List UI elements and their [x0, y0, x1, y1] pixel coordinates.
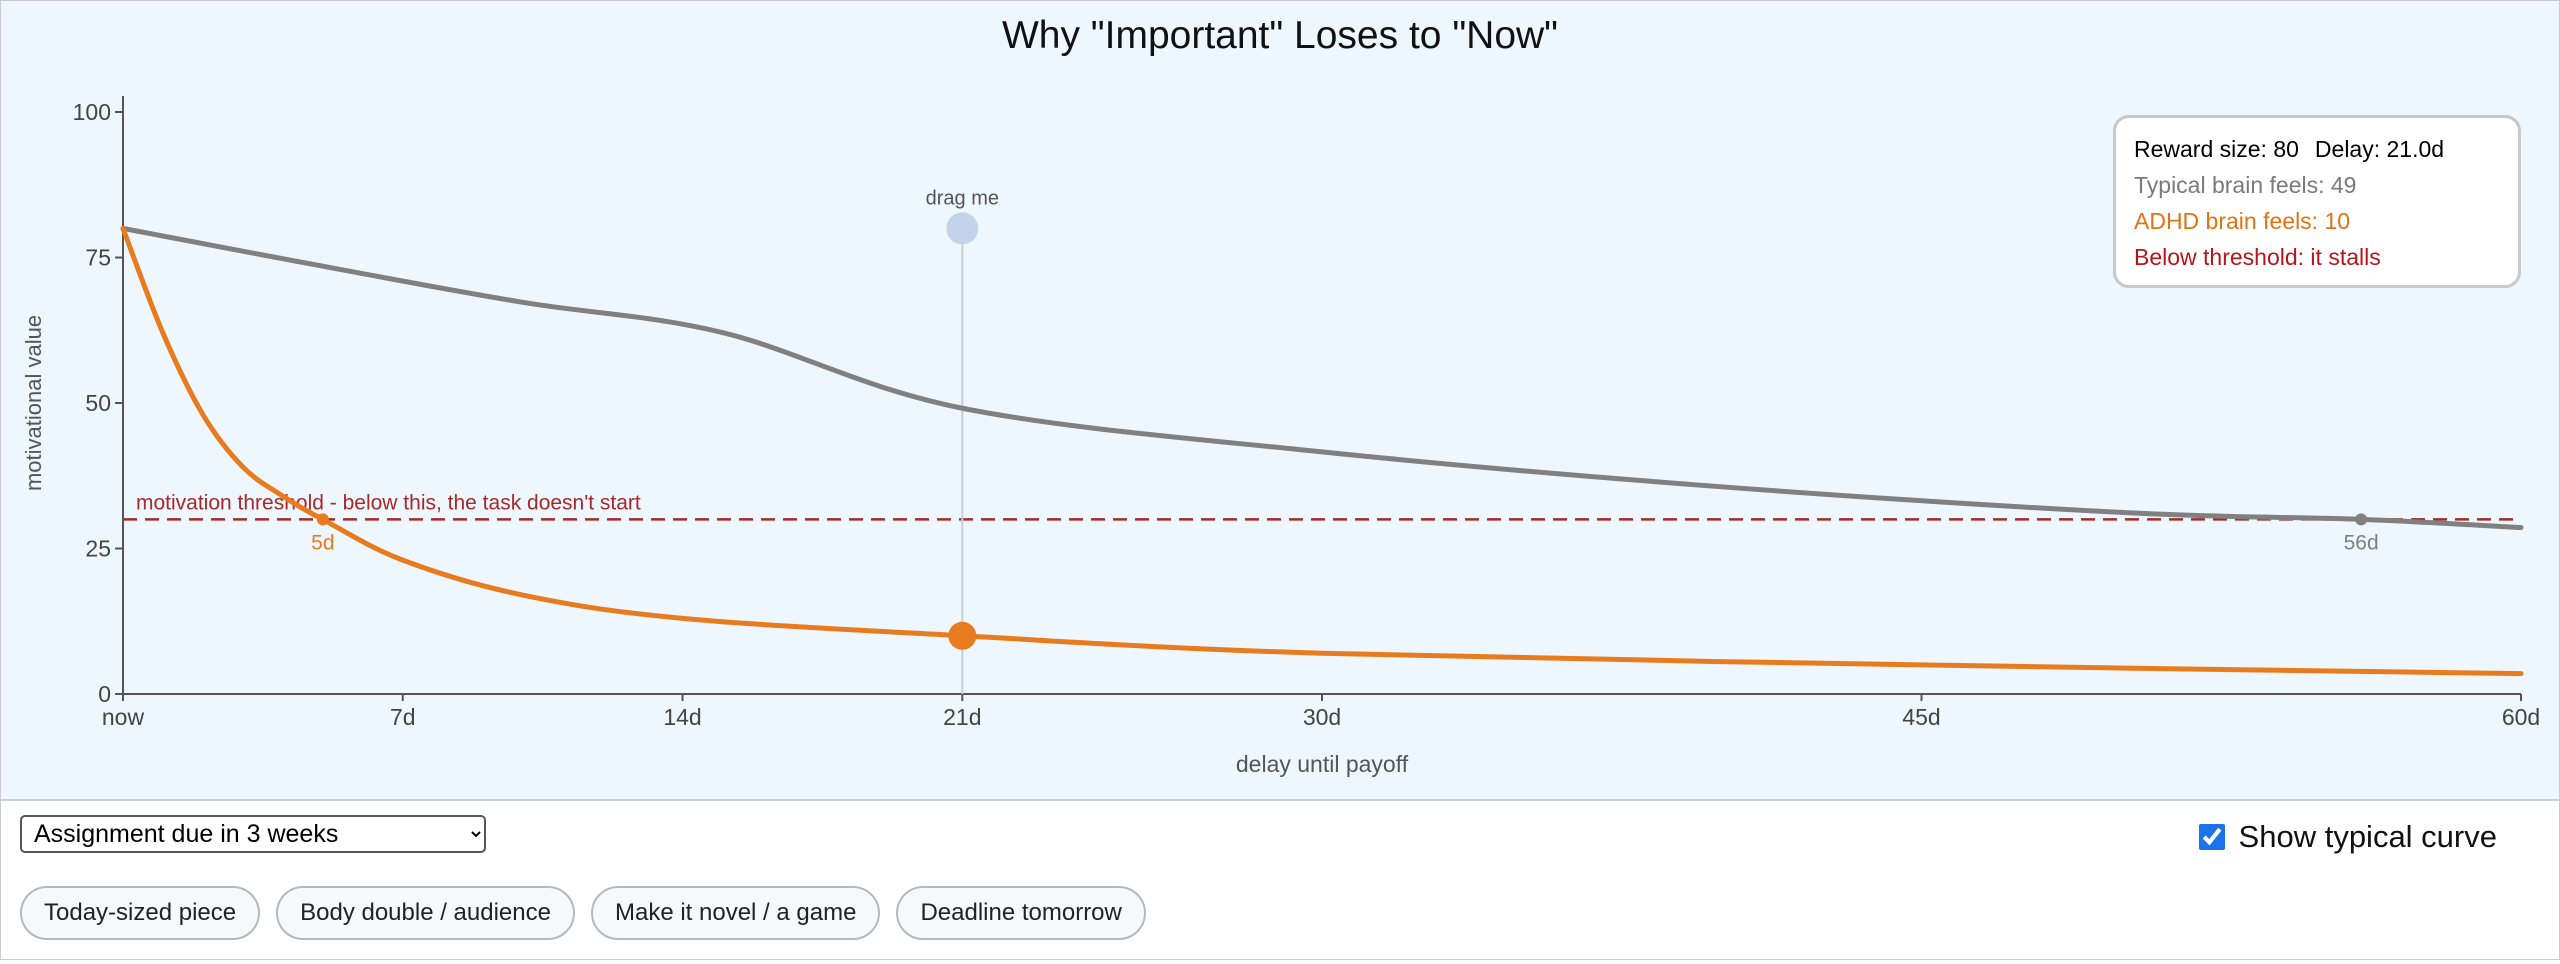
adhd-value-marker [948, 621, 977, 650]
readout-reward-delay: Reward size: 80 Delay: 21.0d [2134, 131, 2500, 167]
make-it-novel-button[interactable]: Make it novel / a game [590, 886, 881, 940]
reward-size-readout: Reward size: 80 [2134, 136, 2299, 162]
adhd-crossing-label: 5d [311, 531, 334, 554]
scenario-select[interactable]: Assignment due in 3 weeks [20, 815, 486, 853]
delay-readout: Delay: 21.0d [2314, 136, 2445, 162]
body-double-button[interactable]: Body double / audience [276, 886, 575, 940]
show-typical-checkbox[interactable] [2198, 824, 2225, 850]
typical-curve [120, 225, 2524, 531]
adhd-curve [120, 225, 2524, 677]
discount-chart[interactable]: Why "Important" Loses to "Now" 0 25 50 75 100… [1, 1, 2559, 799]
readout-panel: Reward size: 80 Delay: 21.0d Typical brai… [2113, 115, 2521, 288]
x-tick-label: 30d [1303, 704, 1341, 730]
threshold-status: Below threshold: it stalls [2134, 244, 2381, 270]
y-tick-label: 0 [98, 681, 111, 707]
x-tick-label: 21d [943, 704, 981, 730]
show-typical-label: Show typical curve [2238, 819, 2497, 854]
today-sized-piece-button[interactable]: Today-sized piece [20, 886, 261, 940]
deadline-tomorrow-button[interactable]: Deadline tomorrow [896, 886, 1146, 940]
x-tick-label: 45d [1902, 704, 1940, 730]
y-tick-label: 75 [85, 245, 111, 271]
x-tick-label: 7d [390, 704, 416, 730]
y-axis-label: motivational value [21, 315, 46, 491]
drag-handle[interactable] [946, 212, 979, 245]
x-axis-label: delay until payoff [1236, 751, 1409, 777]
adhd-feels-readout: ADHD brain feels: 10 [2134, 208, 2351, 234]
typical-crossing-label: 56d [2344, 531, 2379, 554]
typical-threshold-crossing-point [2355, 513, 2368, 526]
show-typical-toggle[interactable]: Show typical curve [2198, 817, 2497, 857]
x-tick-label: 60d [2502, 704, 2540, 730]
y-tick-label: 50 [85, 390, 111, 416]
x-tick-label: 14d [663, 704, 701, 730]
x-tick-label: now [102, 704, 145, 730]
y-tick-label: 100 [73, 99, 111, 125]
chart-title: Why "Important" Loses to "Now" [1002, 14, 1558, 57]
strategy-buttons: Today-sized piece Body double / audience… [20, 886, 1146, 940]
adhd-threshold-crossing-point [316, 513, 329, 526]
threshold-label: motivation threshold - below this, the t… [136, 491, 641, 514]
y-tick-label: 25 [85, 536, 111, 562]
typical-feels-readout: Typical brain feels: 49 [2134, 172, 2357, 198]
drag-handle-label: drag me [926, 187, 999, 209]
